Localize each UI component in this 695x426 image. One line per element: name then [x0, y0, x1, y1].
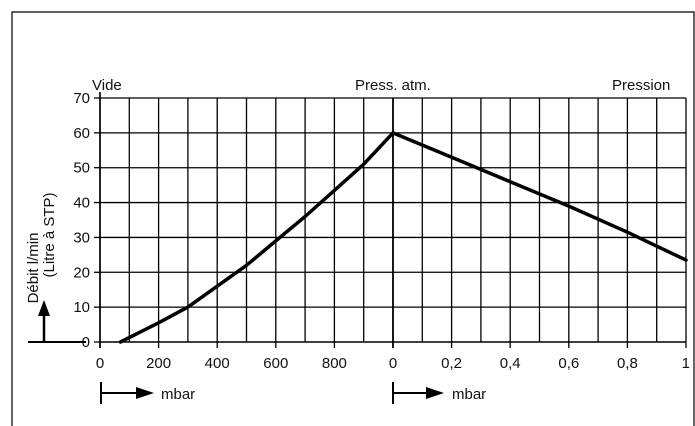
y-axis-label-line1: Débit l/min [25, 233, 42, 304]
x-tick-label: 0,8 [617, 355, 638, 372]
y-tick-label: 20 [73, 264, 90, 281]
y-tick-label: 60 [73, 125, 90, 142]
x-axis-label-right: mbar [452, 386, 486, 403]
y-tick-label: 30 [73, 229, 90, 246]
y-tick-label: 10 [73, 299, 90, 316]
x-tick-label: 800 [322, 355, 347, 372]
y-tick-label: 40 [73, 195, 90, 212]
x-tick-label: 0 [96, 355, 104, 372]
outer-border [11, 11, 695, 426]
y-tick-label: 70 [73, 90, 90, 107]
top-label-vide: Vide [92, 77, 122, 94]
grid [99, 97, 687, 348]
x-tick-label: 1 [682, 355, 690, 372]
x-arrow-left [100, 382, 154, 404]
x-tick-label: 200 [146, 355, 171, 372]
y-tick-label: 50 [73, 160, 90, 177]
x-arrow-right [392, 382, 444, 404]
x-tick-label: 0,4 [500, 355, 521, 372]
y-axis-label-line2: (Litre à STP) [41, 192, 58, 277]
y-tick-labels: 010203040506070 [73, 90, 90, 351]
x-axis-label-left: mbar [161, 386, 195, 403]
y-arrow [28, 300, 86, 343]
x-tick-label: 400 [205, 355, 230, 372]
axes [94, 92, 686, 348]
x-tick-label: 0,2 [441, 355, 462, 372]
series-line [118, 131, 688, 344]
x-tick-labels: 0 200 400 600 800 0 0,2 0,4 0,6 0,8 1 [96, 355, 690, 372]
top-label-press-atm: Press. atm. [355, 77, 431, 94]
x-tick-label: 0 [389, 355, 397, 372]
x-tick-label: 0,6 [558, 355, 579, 372]
top-label-pression: Pression [612, 77, 670, 94]
x-tick-label: 600 [263, 355, 288, 372]
